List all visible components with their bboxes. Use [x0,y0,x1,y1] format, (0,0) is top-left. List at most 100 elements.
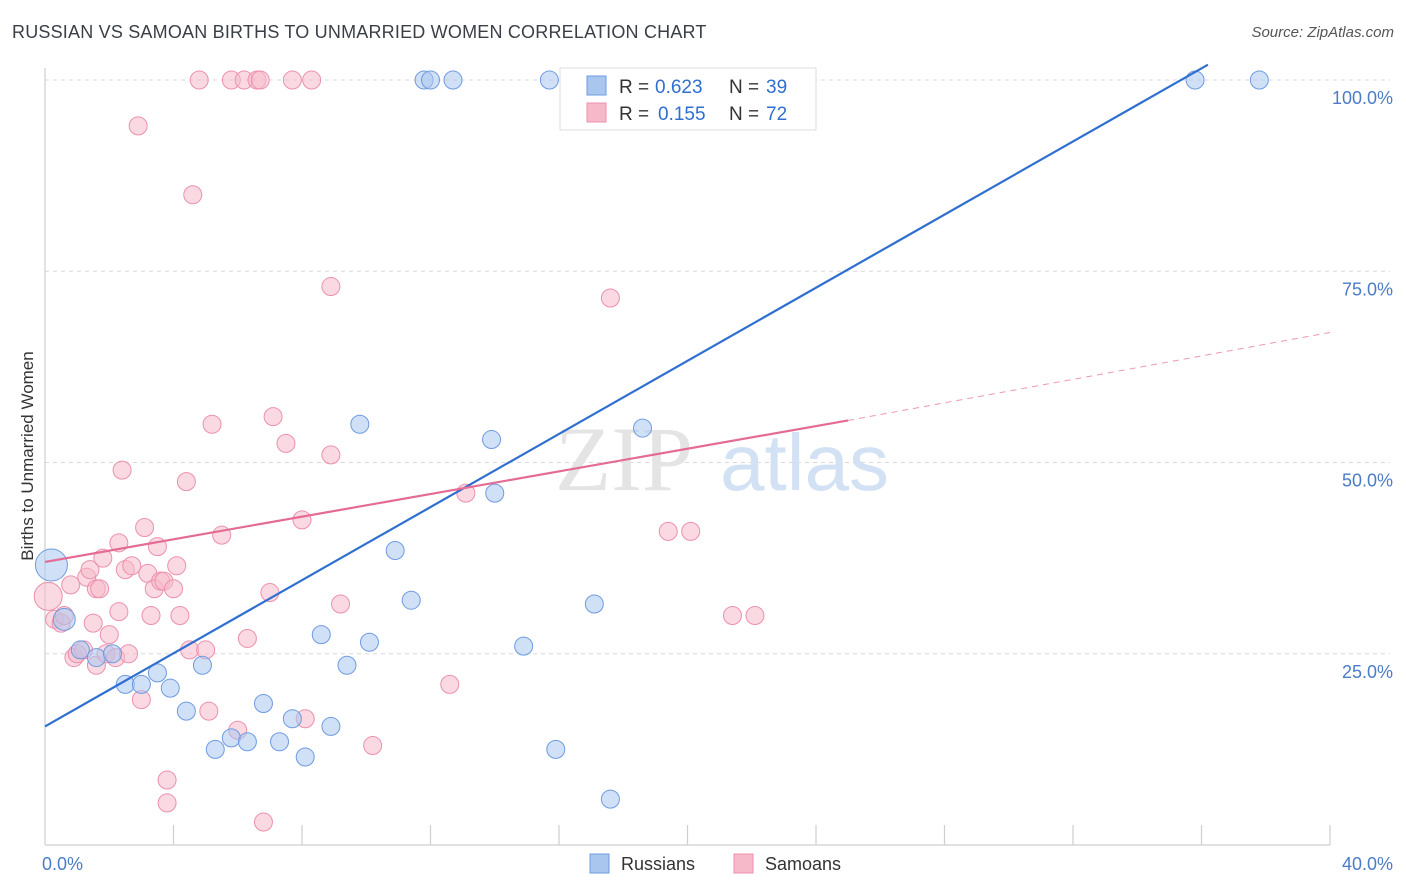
russians-point [102,644,122,664]
chart-source: Source: ZipAtlas.com [1251,24,1394,41]
russians-points [34,70,1269,809]
russians-point [70,640,90,660]
bottom-legend-label-samoans: Samoans [765,854,841,874]
samoans-point [122,556,142,576]
russians-point [147,663,167,683]
x-ticks [172,825,1331,845]
russians-point [385,540,405,560]
x-tick-labels: 0.0% 40.0% [42,854,1393,874]
x-tick-label-max: 40.0% [1342,854,1393,874]
bottom-legend: Russians Samoans [589,853,841,874]
russians-point [237,732,257,752]
samoans-point [722,606,742,625]
x-tick-label-min: 0.0% [42,854,83,874]
russians-point [86,648,106,668]
samoans-point [253,812,273,832]
russians-point [176,701,196,721]
russians-point [131,674,151,694]
samoans-point [440,674,460,694]
russians-point [270,732,290,752]
russians-point [546,739,566,759]
samoans-point [321,445,341,465]
russians-point [52,607,76,631]
samoans-point [141,606,161,625]
samoans-point [183,185,203,205]
trend-lines [44,63,1331,728]
russians-point [514,636,534,656]
watermark-atlas: atlas [720,418,889,507]
samoans-point [250,70,270,90]
russians-point [192,655,212,675]
samoans-point [157,770,177,790]
samoans-point [263,407,283,427]
russians-point [160,678,180,698]
russians-point [539,70,559,90]
samoans-point [164,579,183,599]
russians-point [633,418,653,438]
samoans-point [292,510,312,530]
russians-point [221,728,241,748]
samoans-point [112,460,132,480]
russians-point [485,483,505,503]
y-tick-label: 25.0% [1342,662,1393,682]
samoans-point [282,70,302,90]
chart-title: RUSSIAN VS SAMOAN BIRTHS TO UNMARRIED WO… [12,22,707,42]
samoans-point [276,433,296,453]
russians-point [34,548,68,582]
y-tick-labels: 25.0% 50.0% 75.0% 100.0% [1332,88,1393,682]
russians-point [253,693,273,713]
watermark: ZIP atlas [555,408,889,510]
samoans-point [302,70,322,90]
stats-legend: R = 0.623 N = 39 R = 0.155 N = 72 [559,67,817,131]
russians-point [350,414,370,434]
samoans-point [128,116,148,136]
y-axis-title: Births to Unmarried Women [18,351,37,560]
samoans-point [199,701,219,721]
y-tick-label: 75.0% [1342,279,1393,299]
bottom-legend-swatch-samoans [733,853,754,874]
bottom-legend-swatch-russians [589,853,610,874]
samoans-point [90,579,110,599]
russians-point [295,747,315,767]
legend-r-label-samoans: R = [619,104,649,125]
russians-point [401,590,421,610]
samoans-point [157,793,177,813]
russians-point [584,594,604,614]
russians-point [321,716,341,736]
russians-point [1249,70,1269,90]
samoans-point [202,414,222,434]
legend-swatch-samoans [586,102,607,123]
russians-point [337,655,357,675]
samoans-point [170,606,190,625]
samoans-point [331,594,351,614]
russians-point [205,739,225,759]
russians-trend-line [44,63,1209,728]
samoans-point [681,521,701,541]
samoans-trend-line [44,419,849,564]
samoans-point [167,556,187,576]
legend-r-label-russians: R = [619,77,649,98]
samoans-point [658,521,678,541]
russians-point [443,70,463,90]
samoans-point [135,518,155,538]
legend-n-label-samoans: N = [729,104,759,125]
russians-point [1185,70,1205,90]
russians-point [311,625,331,645]
bottom-legend-label-russians: Russians [621,854,695,874]
russians-point [600,789,620,809]
legend-swatch-russians [586,75,607,96]
samoans-point [33,581,63,611]
y-tick-label: 100.0% [1332,88,1393,108]
russians-point [482,430,502,450]
samoans-point [237,628,257,648]
russians-point [282,709,302,729]
samoans-point [109,602,129,622]
samoans-point [363,736,383,756]
samoans-point [99,625,119,645]
samoans-point [189,70,209,90]
samoans-point [196,640,216,660]
russians-point [421,70,440,90]
grid-lines [45,79,1390,655]
samoans-point [600,288,620,308]
